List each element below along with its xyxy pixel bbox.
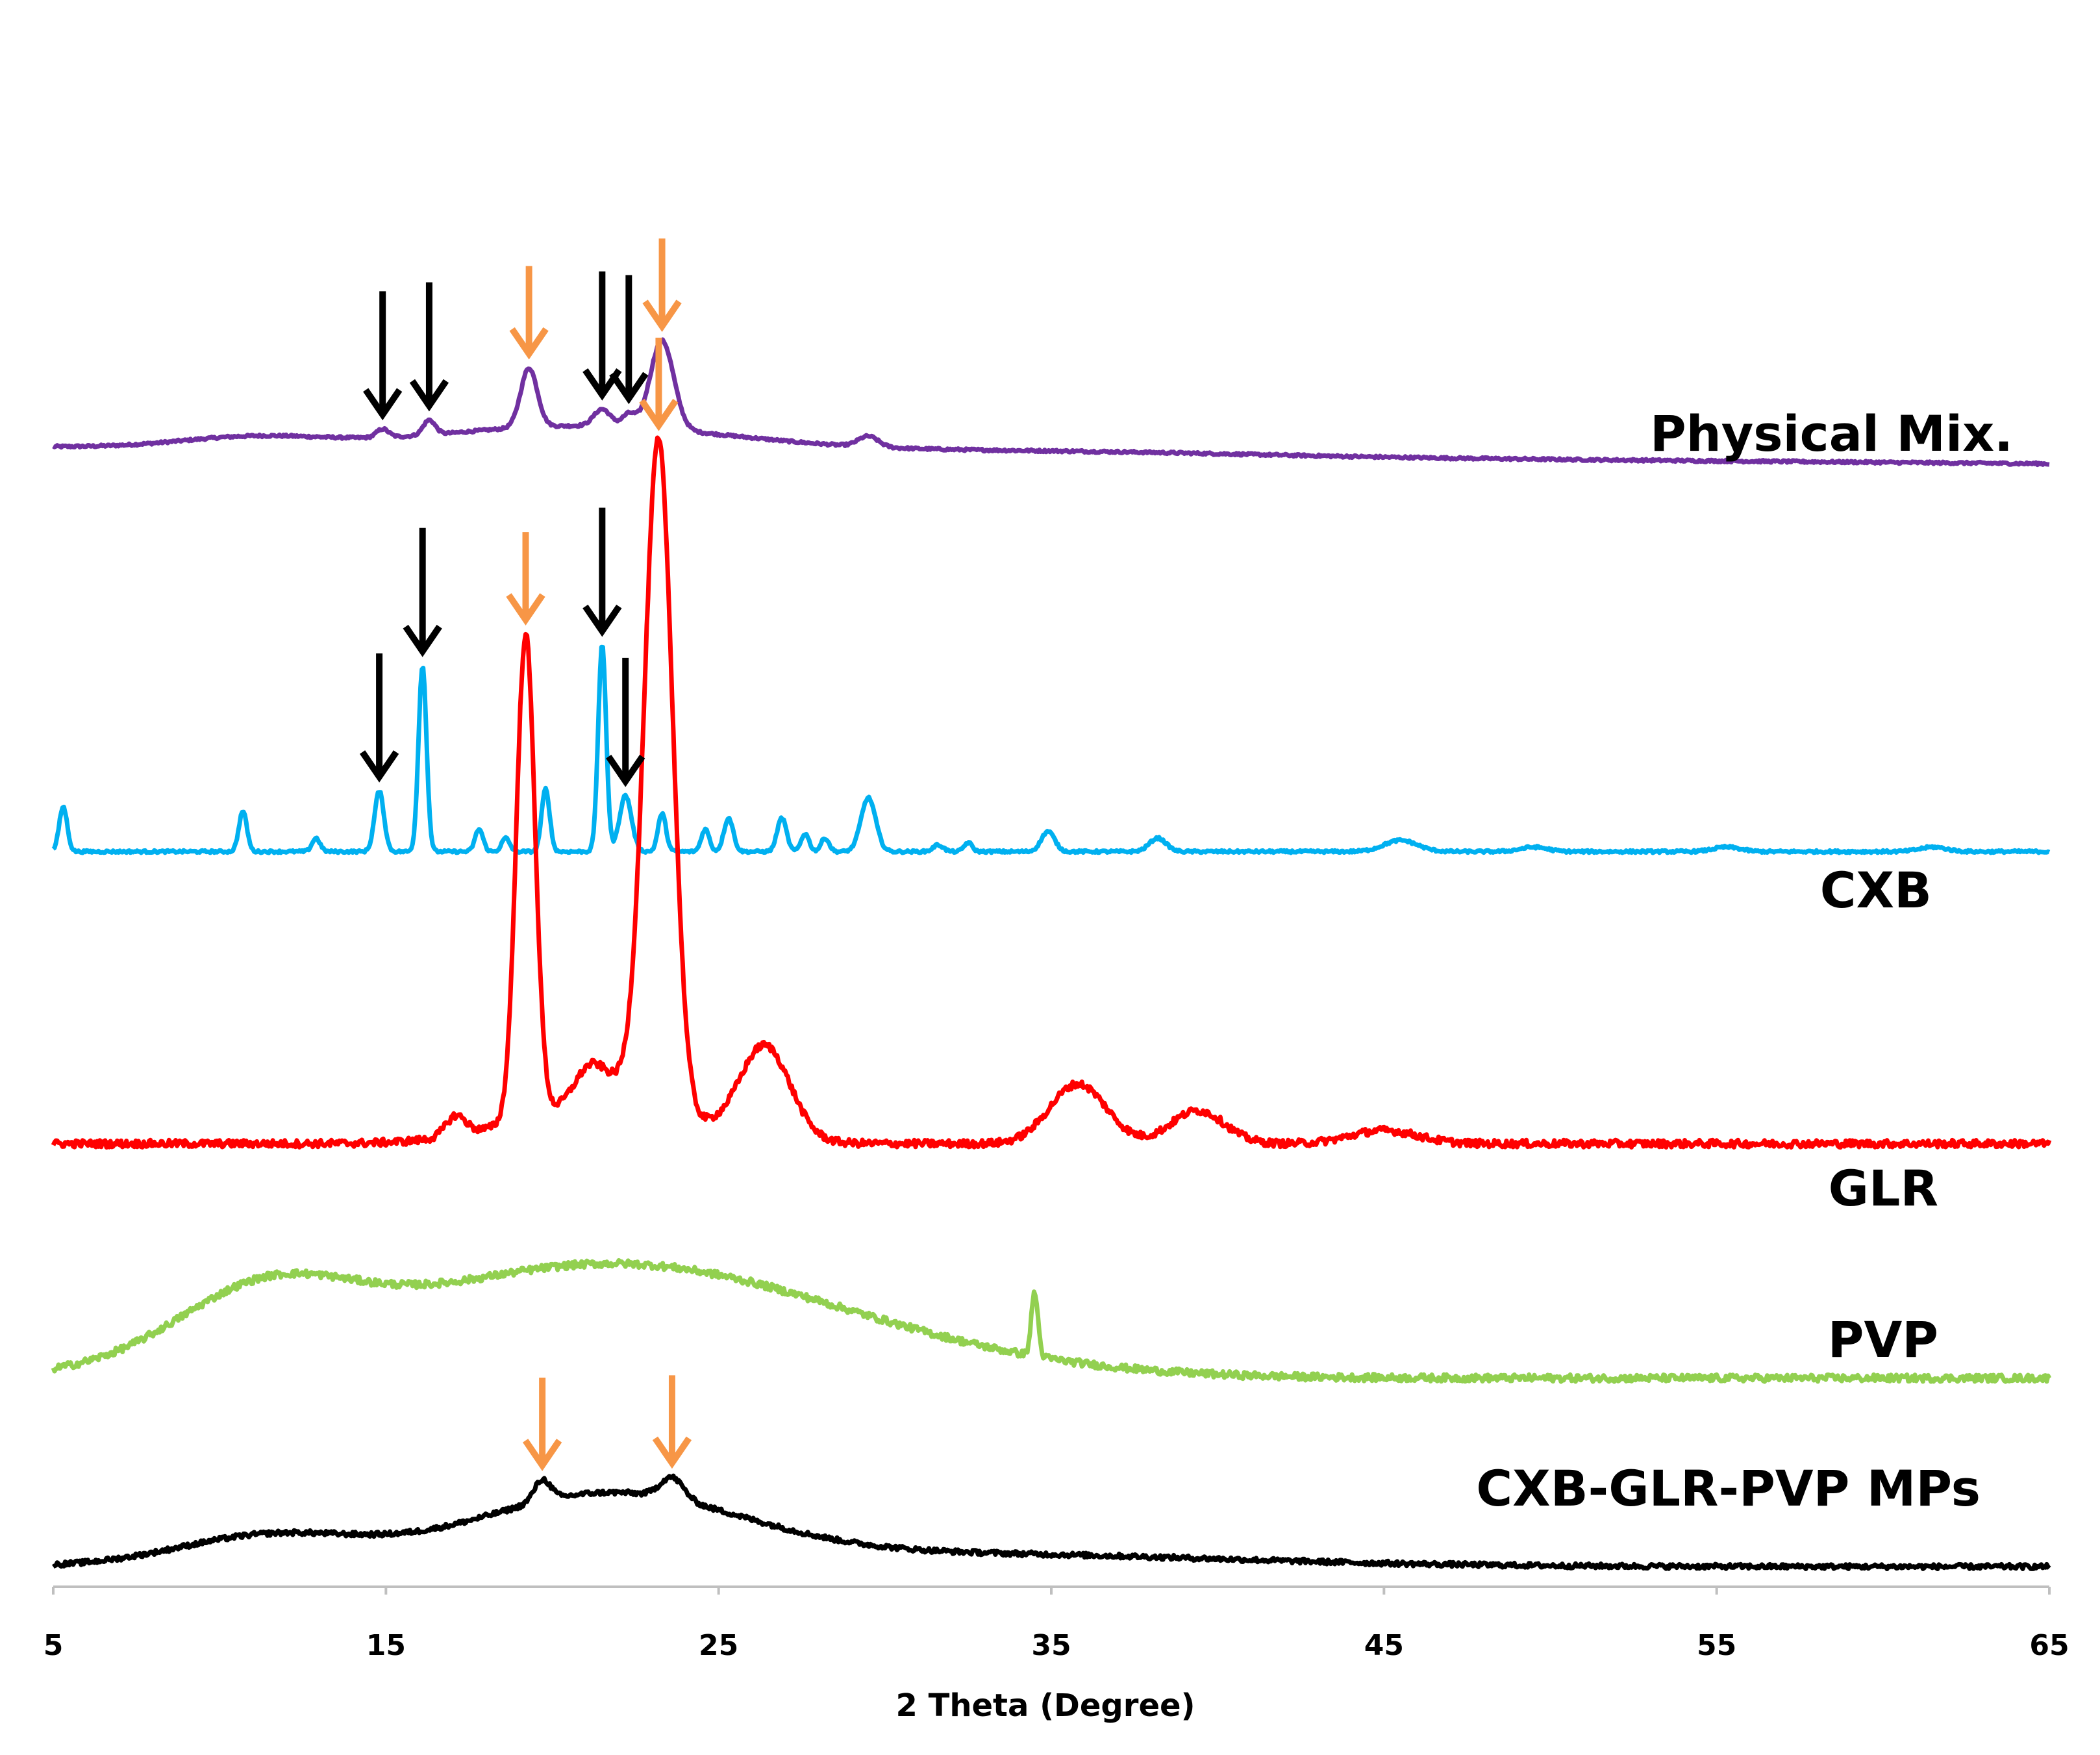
- arrow-head: [523, 1439, 562, 1471]
- trace-mps: [51, 1473, 2051, 1571]
- traces: [51, 337, 2052, 1571]
- orange-arrow: [652, 1375, 692, 1469]
- orange-arrow: [639, 337, 679, 431]
- x-axis-title: 2 Theta (Degree): [895, 1687, 1195, 1724]
- black-arrow: [409, 282, 449, 412]
- arrow-head: [606, 755, 645, 787]
- arrow-head: [409, 379, 449, 412]
- series-label-pvp: PVP: [1828, 1311, 1938, 1369]
- orange-arrow: [506, 532, 545, 625]
- arrow-head: [652, 1436, 692, 1469]
- series-label-mps: CXB-GLR-PVP MPs: [1476, 1459, 1981, 1517]
- x-tick-label: 25: [699, 1629, 738, 1662]
- black-arrow: [363, 291, 403, 421]
- arrow-head: [363, 388, 403, 421]
- black-arrow: [582, 507, 622, 637]
- black-arrow: [403, 527, 442, 657]
- orange-arrow: [523, 1377, 562, 1471]
- trace-cxb: [51, 644, 2051, 855]
- series-labels: Physical Mix. CXB GLR PVP CXB-GLR-PVP MP…: [1476, 405, 2013, 1517]
- trace-glr: [51, 435, 2052, 1150]
- series-label-physical-mix: Physical Mix.: [1650, 405, 2013, 462]
- trace-physical-mix: [52, 337, 2051, 468]
- arrow-head: [582, 604, 622, 637]
- arrow-head: [403, 624, 442, 657]
- arrow-head: [506, 593, 545, 625]
- black-arrow: [359, 653, 399, 783]
- arrow-head: [609, 372, 649, 405]
- x-tick-label: 65: [2029, 1629, 2069, 1662]
- arrow-head: [509, 327, 549, 360]
- arrow-head: [359, 750, 399, 783]
- orange-arrow: [642, 238, 682, 333]
- x-tick-label: 45: [1364, 1629, 1404, 1662]
- series-label-cxb: CXB: [1820, 861, 1932, 919]
- arrow-head: [639, 399, 679, 431]
- x-tick-label: 5: [44, 1629, 64, 1662]
- trace-pvp: [51, 1258, 2052, 1384]
- x-axis-ticks: 5 15 25 35 45 55 65: [44, 1587, 2069, 1662]
- arrow-head: [642, 299, 682, 333]
- x-tick-label: 35: [1031, 1629, 1071, 1662]
- black-arrow: [609, 275, 649, 405]
- x-tick-label: 55: [1697, 1629, 1736, 1662]
- x-tick-label: 15: [366, 1629, 406, 1662]
- series-label-glr: GLR: [1829, 1159, 1938, 1217]
- peak-arrows: [359, 238, 692, 1471]
- black-arrow: [606, 657, 645, 787]
- orange-arrow: [509, 266, 549, 360]
